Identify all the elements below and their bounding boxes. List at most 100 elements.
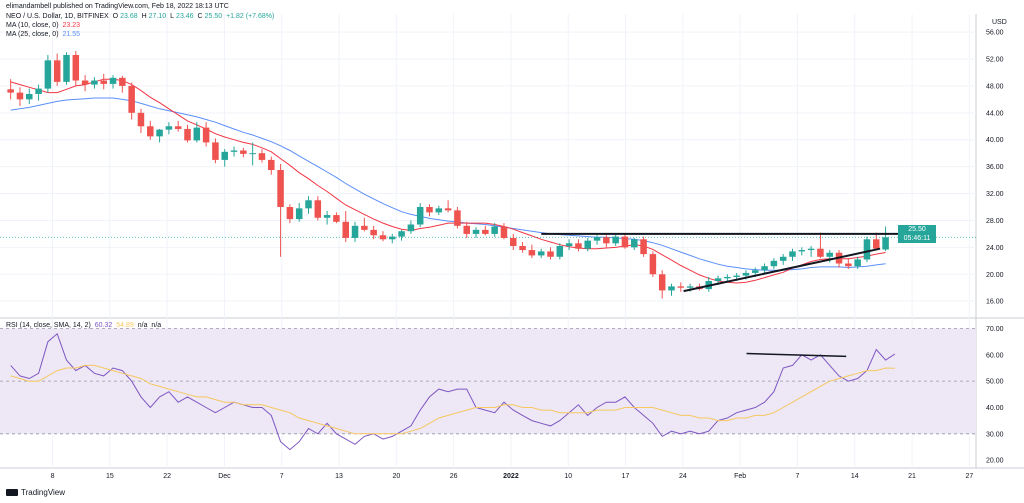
- time-tick-label: 2022: [503, 473, 519, 480]
- candle-body: [779, 256, 787, 261]
- price-tick-label: 20.00: [986, 272, 1004, 279]
- candle-body: [305, 200, 312, 209]
- candle-body: [873, 239, 880, 249]
- candle-body: [668, 286, 675, 291]
- candle-body: [649, 254, 657, 275]
- price-tick-label: 32.00: [986, 191, 1004, 198]
- open-value: 23.68: [120, 13, 138, 20]
- candle-body: [826, 252, 833, 257]
- candle-body: [16, 92, 24, 100]
- price-axis: 56.00 52.00 48.00 44.00 40.00 36.00 32.00 28.00…: [986, 30, 1004, 465]
- candle-body: [686, 286, 694, 288]
- ohlc-line: NEO / U.S. Dollar, 1D, BITFINEX O 23.68 H…: [6, 12, 276, 21]
- candle-body: [724, 276, 731, 279]
- time-tick-label: 20: [392, 473, 400, 480]
- low-value: 23.46: [176, 13, 194, 20]
- candle-body: [519, 246, 526, 251]
- rsi-tick-label: 20.00: [986, 458, 1004, 465]
- last-price: 25.50: [908, 226, 926, 233]
- ma25-line: [10, 97, 886, 271]
- candle-body: [752, 270, 759, 273]
- time-tick-label: 17: [622, 473, 630, 480]
- candle-body: [119, 77, 126, 86]
- candle-body: [44, 60, 52, 89]
- high-label: H: [141, 13, 147, 20]
- ma25-legend[interactable]: MA (25, close, 0) 21.55: [6, 30, 82, 39]
- candle-body: [770, 260, 778, 267]
- low-label: L: [170, 13, 175, 20]
- currency-label[interactable]: USD: [992, 19, 1007, 26]
- rsi-value: 60.32: [94, 322, 113, 329]
- candle-body: [268, 159, 275, 170]
- price-tick-label: 48.00: [986, 83, 1004, 90]
- candle-body: [482, 229, 489, 234]
- candle-body: [807, 248, 815, 251]
- tradingview-brand[interactable]: TradingView: [6, 488, 65, 497]
- candle-body: [612, 236, 619, 244]
- candle-body: [81, 80, 89, 85]
- candle-body: [35, 88, 42, 94]
- ma10-legend[interactable]: MA (10, close, 0) 23.23: [6, 21, 82, 30]
- candle-body: [249, 153, 256, 155]
- time-tick-label: 8: [51, 473, 55, 480]
- ma10-value: 23.23: [62, 22, 81, 29]
- candle-body: [603, 237, 610, 244]
- price-tick-label: 28.00: [986, 218, 1004, 225]
- time-tick-label: Dec: [218, 473, 231, 480]
- rsi-sma-line: [10, 364, 895, 435]
- candle-body: [165, 126, 173, 130]
- price-tick-label: 40.00: [986, 137, 1004, 144]
- time-tick-label: 22: [163, 473, 171, 480]
- candle-body: [882, 237, 889, 250]
- candle-body: [379, 235, 387, 240]
- candle-body: [472, 229, 480, 234]
- candle-body: [575, 243, 582, 249]
- symbol-text[interactable]: NEO / U.S. Dollar, 1D, BITFINEX: [6, 13, 109, 20]
- rsi-panel: [0, 328, 976, 451]
- price-tick-label: 56.00: [986, 30, 1004, 37]
- price-tick-label: 52.00: [986, 57, 1004, 64]
- candle-body: [640, 239, 647, 255]
- time-tick-label: 7: [795, 473, 799, 480]
- change-value: +1.82 (+7.68%): [226, 13, 275, 20]
- time-tick-label: 10: [564, 473, 572, 480]
- price-trendline: [683, 247, 881, 293]
- candle-body: [733, 275, 740, 277]
- time-tick-label: 7: [280, 473, 284, 480]
- candle-body: [491, 226, 498, 234]
- candle-body: [156, 129, 163, 137]
- candle-body: [53, 60, 61, 82]
- candle-body: [370, 229, 377, 236]
- open-label: O: [112, 13, 119, 20]
- candle-body: [500, 226, 508, 238]
- candle-body: [854, 259, 861, 267]
- candle-body: [547, 251, 554, 257]
- candle-body: [100, 80, 107, 84]
- rsi-legend[interactable]: RSI (14, close, SMA, 14, 2) 60.32 54.89 …: [6, 321, 163, 330]
- candle-body: [230, 150, 238, 152]
- candle-body: [742, 272, 750, 276]
- candle-body: [584, 240, 591, 249]
- candle-body: [537, 251, 545, 256]
- candle-body: [398, 231, 405, 237]
- candlestick-series: [7, 50, 889, 299]
- ma25-value: 21.55: [62, 31, 81, 38]
- ma10-line: [10, 78, 886, 284]
- rsi-tick-label: 60.00: [986, 352, 1004, 359]
- candle-body: [621, 236, 629, 248]
- close-label: C: [197, 13, 203, 20]
- candle-body: [407, 224, 415, 232]
- price-tick-label: 36.00: [986, 164, 1004, 171]
- last-price-badge: 25.50 05:46:11: [898, 225, 936, 243]
- candle-body: [416, 207, 424, 225]
- time-tick-label: 15: [106, 473, 114, 480]
- time-tick-label: Feb: [734, 473, 746, 480]
- high-value: 27.10: [148, 13, 167, 20]
- candle-body: [528, 250, 536, 256]
- candle-body: [212, 142, 219, 160]
- rsi-tick-label: 70.00: [986, 326, 1004, 333]
- price-tick-label: 24.00: [986, 245, 1004, 252]
- candle-body: [510, 237, 517, 247]
- candle-body: [389, 236, 396, 240]
